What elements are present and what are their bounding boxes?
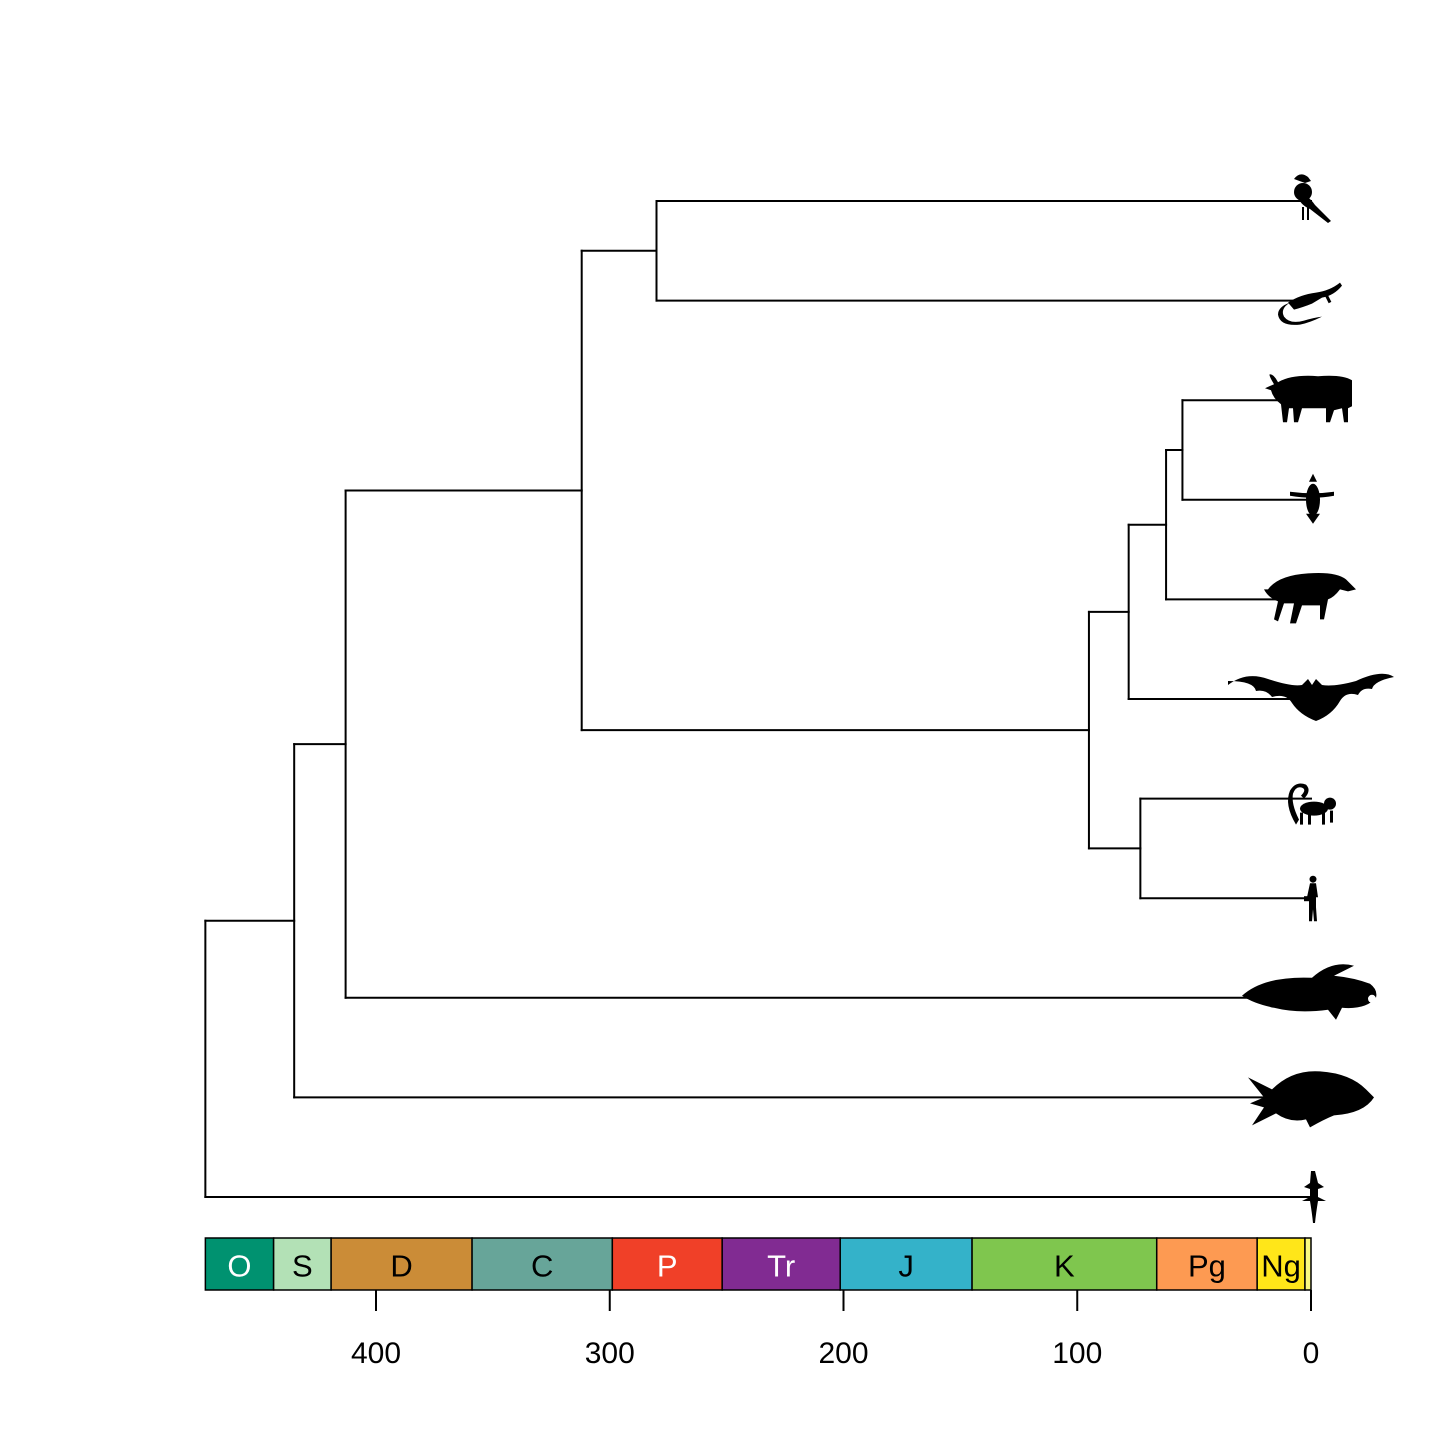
geologic-timescale-bar: O S D C P Tr J K Pg Ng [204, 1237, 1312, 1291]
period-box [330, 1237, 473, 1291]
period-label: K [1054, 1249, 1075, 1284]
period-d: D [330, 1237, 473, 1291]
taxon-silhouettes [1228, 174, 1394, 1223]
period-j: J [839, 1237, 973, 1291]
teleost-fish-icon [1248, 1071, 1374, 1128]
period-o: O [204, 1237, 275, 1291]
period-label: Pg [1188, 1249, 1226, 1284]
period-box [971, 1237, 1158, 1291]
period-holocene [1304, 1237, 1312, 1291]
period-ng: Ng [1256, 1237, 1306, 1291]
period-label: P [657, 1249, 678, 1284]
coelacanth-icon [1242, 964, 1377, 1020]
bat-icon [1228, 673, 1394, 721]
period-label: S [292, 1249, 313, 1284]
axis-tick-label: 0 [1303, 1337, 1320, 1370]
boar-icon [1264, 573, 1356, 624]
lizard-icon [1278, 282, 1342, 325]
time-axis: 400 300 200 100 0 [351, 1290, 1319, 1370]
period-box [839, 1237, 973, 1291]
period-box [471, 1237, 614, 1291]
axis-tick-label: 300 [585, 1337, 635, 1370]
human-icon [1304, 875, 1318, 922]
shark-icon [1302, 1171, 1326, 1223]
period-label: Ng [1261, 1249, 1301, 1284]
tree-branches [204, 200, 1312, 1198]
period-label: Tr [767, 1249, 795, 1284]
period-tr: Tr [721, 1237, 841, 1291]
period-label: J [898, 1249, 914, 1284]
whale-icon [1290, 473, 1334, 524]
lemur-icon [1288, 783, 1336, 825]
period-p: P [611, 1237, 723, 1291]
period-s: S [272, 1237, 332, 1291]
axis-tick-label: 400 [351, 1337, 401, 1370]
period-c: C [471, 1237, 614, 1291]
bird-icon [1294, 174, 1331, 223]
period-box [721, 1237, 841, 1291]
period-box [611, 1237, 723, 1291]
axis-tick-label: 100 [1052, 1337, 1102, 1370]
period-k: K [971, 1237, 1158, 1291]
period-label: C [531, 1249, 553, 1284]
period-box [1304, 1237, 1312, 1291]
period-label: O [227, 1249, 251, 1284]
cow-icon [1265, 374, 1352, 423]
period-label: D [390, 1249, 412, 1284]
axis-tick-label: 200 [818, 1337, 868, 1370]
period-pg: Pg [1155, 1237, 1258, 1291]
